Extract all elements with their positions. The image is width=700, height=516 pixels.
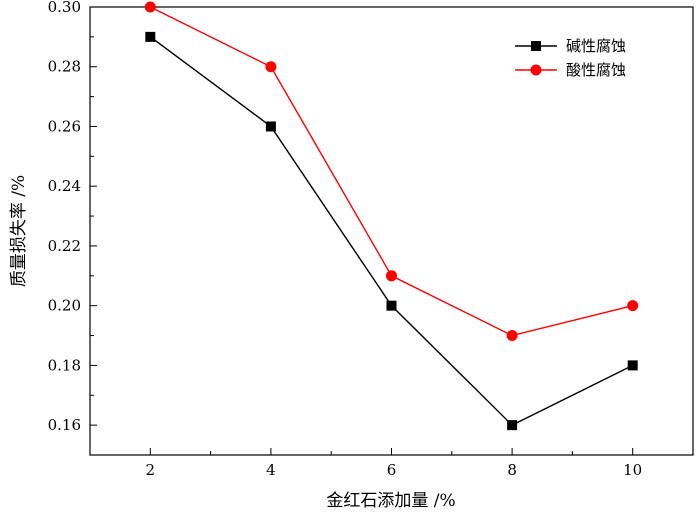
y-tick-label: 0.24: [48, 177, 81, 195]
legend-label: 酸性腐蚀: [566, 61, 626, 79]
data-point: [627, 300, 639, 312]
series-line: [149, 6, 633, 337]
x-axis-title: 金红石添加量 /%: [326, 491, 455, 511]
data-point: [265, 121, 276, 132]
x-tick-label: 4: [266, 461, 276, 479]
data-point: [386, 270, 397, 282]
data-point: [506, 330, 518, 342]
series-2: [144, 1, 639, 342]
y-axis-title: 质量损失率 /%: [9, 175, 29, 287]
data-point: [144, 1, 156, 13]
data-point: [627, 360, 638, 371]
x-axis: 2 4 6 8 10: [146, 448, 642, 479]
data-point: [507, 420, 518, 431]
y-tick-label: 0.30: [48, 0, 81, 16]
data-point: [386, 300, 397, 311]
x-tick-label: 6: [387, 461, 397, 479]
x-tick-label: 10: [623, 461, 642, 479]
series-1: [145, 31, 638, 431]
y-tick-label: 0.20: [48, 297, 81, 315]
y-tick-label: 0.26: [48, 117, 81, 135]
y-tick-label: 0.22: [48, 237, 81, 255]
y-tick-label: 0.18: [48, 356, 81, 374]
data-point: [265, 61, 277, 73]
y-axis: 0.16 0.18 0.20 0.22 0.24 0.26 0.28 0.30: [48, 0, 97, 434]
y-tick-label: 0.16: [48, 416, 81, 434]
x-tick-label: 2: [146, 461, 156, 479]
series-line: [149, 36, 634, 426]
x-tick-label: 8: [507, 461, 517, 479]
y-tick-label: 0.28: [48, 58, 81, 76]
series-layer: [144, 1, 639, 431]
legend-marker: [530, 64, 542, 76]
legend-label: 碱性腐蚀: [566, 37, 626, 55]
legend-marker: [531, 41, 541, 51]
data-point: [145, 31, 156, 42]
